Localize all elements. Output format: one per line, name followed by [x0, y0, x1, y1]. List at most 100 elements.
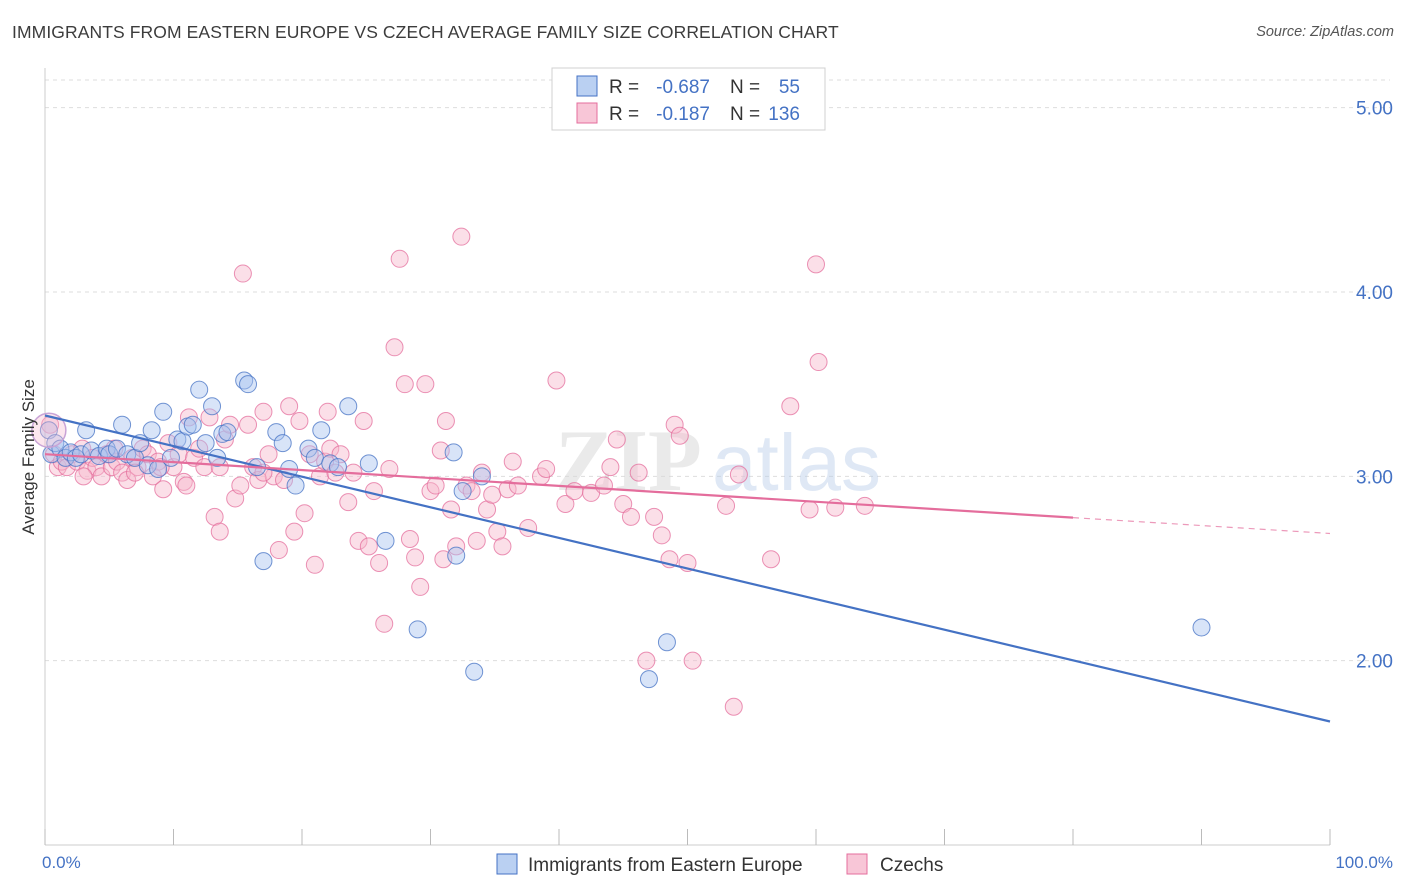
point-czechs — [92, 467, 111, 486]
point-czechs — [200, 408, 219, 427]
point-czechs — [321, 439, 340, 458]
chart-source: Source: ZipAtlas.com — [1256, 24, 1394, 40]
point-czechs — [498, 480, 517, 499]
axes — [44, 68, 1331, 846]
point-czechs — [305, 555, 324, 574]
legend-swatch — [576, 102, 598, 124]
legend-r-value: -0.687 — [656, 77, 710, 98]
point-czechs — [809, 353, 828, 372]
y-tick-label: 2.00 — [1356, 652, 1393, 673]
point-czechs — [652, 526, 671, 545]
point-eastern-europe — [359, 454, 378, 473]
point-czechs — [87, 458, 106, 477]
point-eastern-europe — [113, 415, 132, 434]
point-czechs — [339, 493, 358, 512]
trend-lines — [44, 414, 1331, 723]
legend: R = -0.687 N = 55 R = -0.187 N = 136 — [551, 67, 826, 131]
point-eastern-europe — [444, 443, 463, 462]
point-czechs — [364, 482, 383, 501]
point-eastern-europe — [190, 380, 209, 399]
y-tick-label: 4.00 — [1356, 283, 1393, 304]
bottom-legend-label-czechs: Czechs — [880, 855, 943, 876]
bottom-legend-swatch-czechs — [846, 853, 868, 875]
point-czechs — [411, 577, 430, 596]
point-czechs — [285, 522, 304, 541]
point-czechs — [594, 476, 613, 495]
point-eastern-europe — [1192, 618, 1211, 637]
point-czechs — [221, 415, 240, 434]
point-czechs — [665, 415, 684, 434]
point-czechs — [318, 402, 337, 421]
point-eastern-europe — [154, 402, 173, 421]
point-eastern-europe — [183, 415, 202, 434]
legend-r-value: -0.187 — [656, 104, 710, 125]
point-eastern-europe — [408, 620, 427, 639]
point-eastern-europe — [465, 662, 484, 681]
point-czechs — [375, 614, 394, 633]
point-czechs — [231, 476, 250, 495]
tick-labels: 2.00 3.00 4.00 5.00 0.0% 100.0% Average Family… — [19, 99, 1393, 872]
x-tick-label-min: 0.0% — [42, 853, 81, 872]
point-czechs — [400, 530, 419, 548]
point-czechs — [447, 537, 466, 556]
point-czechs — [683, 651, 702, 670]
point-czechs — [426, 476, 445, 495]
point-czechs — [547, 371, 566, 390]
point-czechs — [280, 397, 299, 416]
point-czechs — [442, 500, 461, 519]
point-highlight — [31, 412, 67, 448]
point-czechs — [269, 541, 288, 560]
point-eastern-europe — [196, 434, 215, 453]
point-czechs — [370, 553, 389, 572]
point-czechs — [359, 537, 378, 556]
legend-n-label: N = — [730, 77, 760, 98]
point-eastern-europe — [273, 434, 292, 453]
point-czechs — [565, 482, 584, 501]
y-tick-label: 3.00 — [1356, 467, 1393, 488]
point-czechs — [724, 697, 743, 716]
point-czechs — [421, 482, 440, 501]
point-eastern-europe — [305, 448, 324, 467]
bottom-legend: Immigrants from Eastern Europe Czechs — [496, 853, 943, 876]
bottom-legend-swatch-eastern-europe — [496, 853, 518, 875]
point-eastern-europe — [657, 633, 676, 652]
point-czechs — [519, 518, 538, 537]
legend-n-value: 55 — [779, 77, 800, 98]
trend-line-dashed — [1072, 517, 1331, 535]
legend-n-label: N = — [730, 104, 760, 125]
point-czechs — [800, 500, 819, 519]
y-axis-label: Average Family Size — [19, 379, 38, 535]
point-czechs — [239, 415, 258, 434]
point-eastern-europe — [161, 448, 180, 467]
point-czechs — [406, 548, 425, 567]
legend-r-label: R = — [609, 104, 639, 125]
point-czechs — [483, 485, 502, 504]
y-tick-label: 5.00 — [1356, 99, 1393, 120]
point-czechs — [349, 531, 368, 550]
point-czechs — [177, 476, 196, 495]
point-eastern-europe — [107, 439, 126, 458]
point-czechs — [436, 412, 455, 431]
point-eastern-europe — [218, 423, 237, 442]
point-czechs — [729, 465, 748, 484]
point-eastern-europe — [142, 421, 161, 440]
point-czechs — [74, 467, 93, 486]
point-czechs — [503, 452, 522, 471]
point-czechs — [154, 480, 173, 499]
point-czechs — [452, 227, 471, 246]
chart-title: IMMIGRANTS FROM EASTERN EUROPE VS CZECH … — [12, 22, 839, 42]
legend-swatch — [576, 75, 598, 97]
point-czechs — [670, 426, 689, 445]
point-czechs — [300, 445, 319, 464]
x-tick-label-max: 100.0% — [1335, 853, 1393, 872]
point-czechs — [508, 476, 527, 495]
point-czechs — [621, 507, 640, 526]
trend-line-solid — [44, 453, 1074, 519]
point-czechs — [254, 402, 273, 421]
legend-n-value: 136 — [768, 104, 800, 125]
point-eastern-europe — [203, 397, 222, 416]
point-czechs — [537, 459, 556, 478]
grid-lines — [45, 79, 1390, 662]
point-czechs — [118, 471, 137, 490]
legend-r-label: R = — [609, 77, 639, 98]
